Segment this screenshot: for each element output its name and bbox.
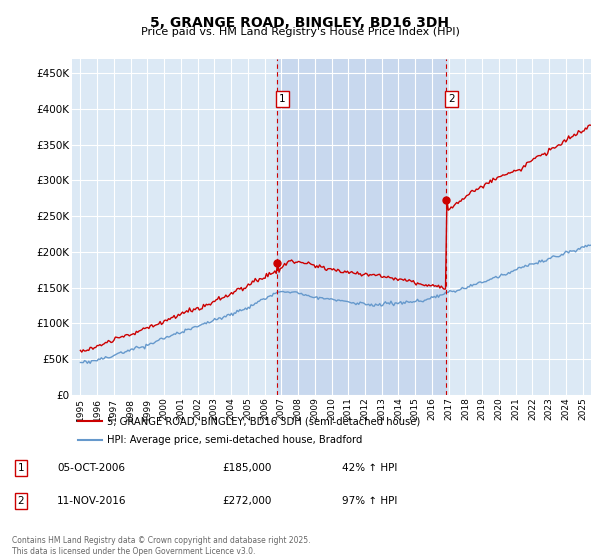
Text: 5, GRANGE ROAD, BINGLEY, BD16 3DH (semi-detached house): 5, GRANGE ROAD, BINGLEY, BD16 3DH (semi-…	[107, 417, 421, 426]
Text: Price paid vs. HM Land Registry's House Price Index (HPI): Price paid vs. HM Land Registry's House …	[140, 27, 460, 37]
Text: 42% ↑ HPI: 42% ↑ HPI	[342, 463, 397, 473]
Text: £185,000: £185,000	[222, 463, 271, 473]
Text: 05-OCT-2006: 05-OCT-2006	[57, 463, 125, 473]
Text: 1: 1	[279, 94, 286, 104]
Text: 1: 1	[17, 463, 25, 473]
Text: £272,000: £272,000	[222, 496, 271, 506]
Text: 2: 2	[17, 496, 25, 506]
Text: 5, GRANGE ROAD, BINGLEY, BD16 3DH: 5, GRANGE ROAD, BINGLEY, BD16 3DH	[151, 16, 449, 30]
Text: 2: 2	[448, 94, 455, 104]
Text: HPI: Average price, semi-detached house, Bradford: HPI: Average price, semi-detached house,…	[107, 435, 362, 445]
Text: 11-NOV-2016: 11-NOV-2016	[57, 496, 127, 506]
Bar	[277, 59, 446, 395]
Text: 97% ↑ HPI: 97% ↑ HPI	[342, 496, 397, 506]
Text: Contains HM Land Registry data © Crown copyright and database right 2025.
This d: Contains HM Land Registry data © Crown c…	[12, 536, 311, 556]
